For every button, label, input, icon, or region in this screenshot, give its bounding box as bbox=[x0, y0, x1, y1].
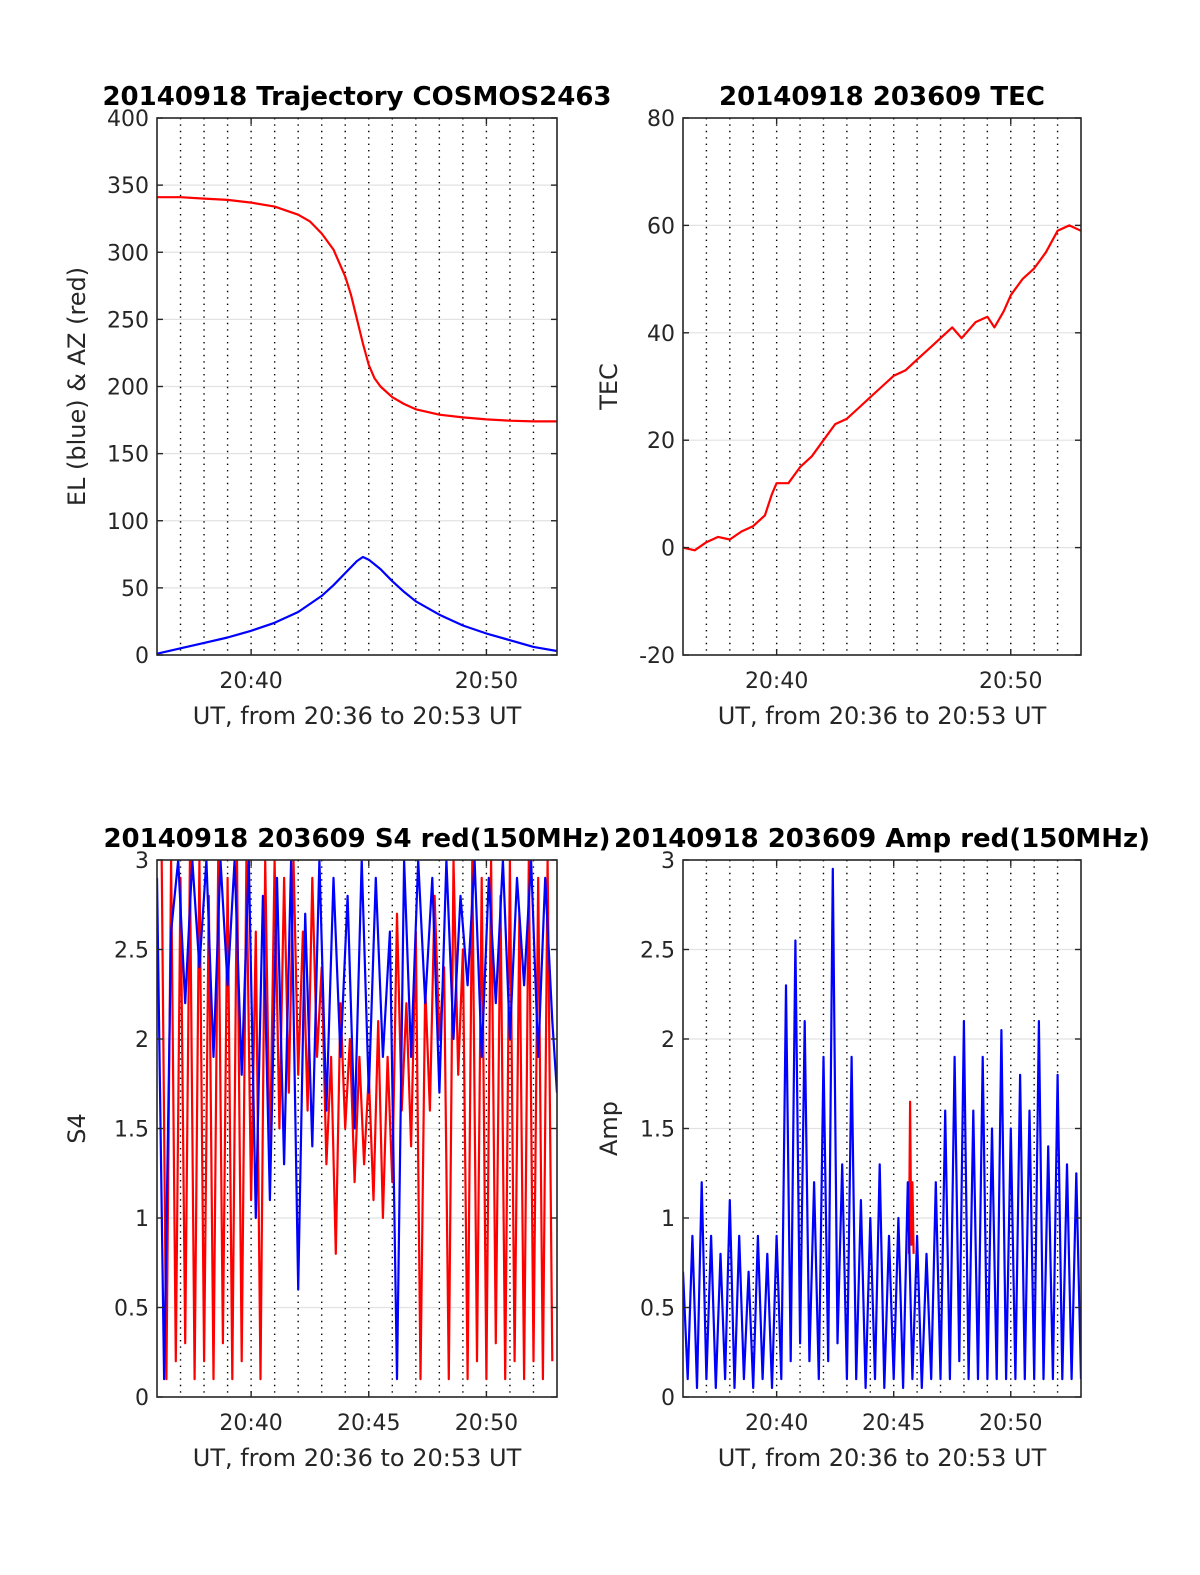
y-tick-label: 40 bbox=[647, 322, 675, 347]
x-tick-label: 20:40 bbox=[219, 1411, 282, 1436]
y-axis-label: S4 bbox=[63, 1113, 91, 1144]
x-tick-label: 20:40 bbox=[745, 1411, 808, 1436]
x-tick-label: 20:40 bbox=[219, 669, 282, 694]
series-line-2 bbox=[157, 555, 557, 655]
y-tick-label: 0 bbox=[135, 1386, 149, 1411]
x-tick-label: 20:50 bbox=[455, 669, 518, 694]
x-axis-label: UT, from 20:36 to 20:53 UT bbox=[193, 702, 522, 730]
y-tick-label: 150 bbox=[107, 443, 149, 468]
chart-2: -20 0 20 40 60 80 20:40 20:50 20140918 203609 TE… bbox=[595, 82, 1082, 730]
y-tick-label: 100 bbox=[107, 510, 149, 535]
y-tick-label: 2 bbox=[661, 1028, 675, 1053]
chart-title: 20140918 203609 Amp red(150MHz) bbox=[614, 824, 1150, 854]
y-tick-label: 1 bbox=[135, 1207, 149, 1232]
chart-1: 0 50 100 150 200 250 300 350 400 20:40 20:50 201409… bbox=[63, 82, 612, 730]
x-tick-label: 20:50 bbox=[979, 669, 1042, 694]
x-axis-label: UT, from 20:36 to 20:53 UT bbox=[718, 1444, 1047, 1472]
chart-4: 0 0.5 1 1.5 2 2.5 3 20:40 20:45 20:50 20140918 203… bbox=[595, 824, 1150, 1472]
y-tick-label: 1 bbox=[661, 1207, 675, 1232]
y-tick-label: 250 bbox=[107, 308, 149, 333]
y-tick-label: 3 bbox=[661, 849, 675, 874]
y-tick-label: 2 bbox=[135, 1028, 149, 1053]
chart-title: 20140918 203609 S4 red(150MHz) bbox=[103, 824, 610, 854]
series-line-2 bbox=[683, 867, 1081, 1390]
y-tick-label: 0.5 bbox=[640, 1297, 675, 1322]
y-tick-label: 60 bbox=[647, 214, 675, 239]
y-tick-label: 2.5 bbox=[640, 939, 675, 964]
y-tick-label: 3 bbox=[135, 849, 149, 874]
series-line-1 bbox=[683, 224, 1081, 552]
y-tick-label: 20 bbox=[647, 429, 675, 454]
y-tick-label: 80 bbox=[647, 107, 675, 132]
y-tick-label: 0 bbox=[135, 644, 149, 669]
y-axis-label: EL (blue) & AZ (red) bbox=[63, 267, 91, 506]
y-axis-label: TEC bbox=[595, 363, 623, 411]
x-axis-label: UT, from 20:36 to 20:53 UT bbox=[193, 1444, 522, 1472]
y-tick-label: 0.5 bbox=[114, 1297, 149, 1322]
y-tick-label: 2.5 bbox=[114, 939, 149, 964]
chart-title: 20140918 Trajectory COSMOS2463 bbox=[102, 82, 611, 112]
x-tick-label: 20:45 bbox=[862, 1411, 925, 1436]
x-tick-label: 20:50 bbox=[455, 1411, 518, 1436]
series-line-1 bbox=[907, 1100, 915, 1254]
y-tick-label: 200 bbox=[107, 376, 149, 401]
y-tick-label: 400 bbox=[107, 107, 149, 132]
axes-box bbox=[682, 117, 1082, 656]
chart-3: 0 0.5 1 1.5 2 2.5 3 20:40 20:45 20:50 20140918 203… bbox=[63, 824, 611, 1472]
x-tick-label: 20:50 bbox=[979, 1411, 1042, 1436]
x-axis-label: UT, from 20:36 to 20:53 UT bbox=[718, 702, 1047, 730]
x-tick-label: 20:45 bbox=[337, 1411, 400, 1436]
y-tick-label: 50 bbox=[121, 577, 149, 602]
y-tick-label: 1.5 bbox=[114, 1118, 149, 1143]
y-tick-label: 1.5 bbox=[640, 1118, 675, 1143]
x-tick-label: 20:40 bbox=[745, 669, 808, 694]
chart-title: 20140918 203609 TEC bbox=[719, 82, 1045, 112]
series-line-2 bbox=[157, 860, 557, 1381]
y-tick-label: -20 bbox=[639, 644, 675, 669]
series-line-1 bbox=[157, 196, 557, 423]
y-axis-label: Amp bbox=[595, 1101, 623, 1156]
y-tick-label: 0 bbox=[661, 537, 675, 562]
y-tick-label: 0 bbox=[661, 1386, 675, 1411]
y-tick-label: 350 bbox=[107, 174, 149, 199]
y-tick-label: 300 bbox=[107, 241, 149, 266]
